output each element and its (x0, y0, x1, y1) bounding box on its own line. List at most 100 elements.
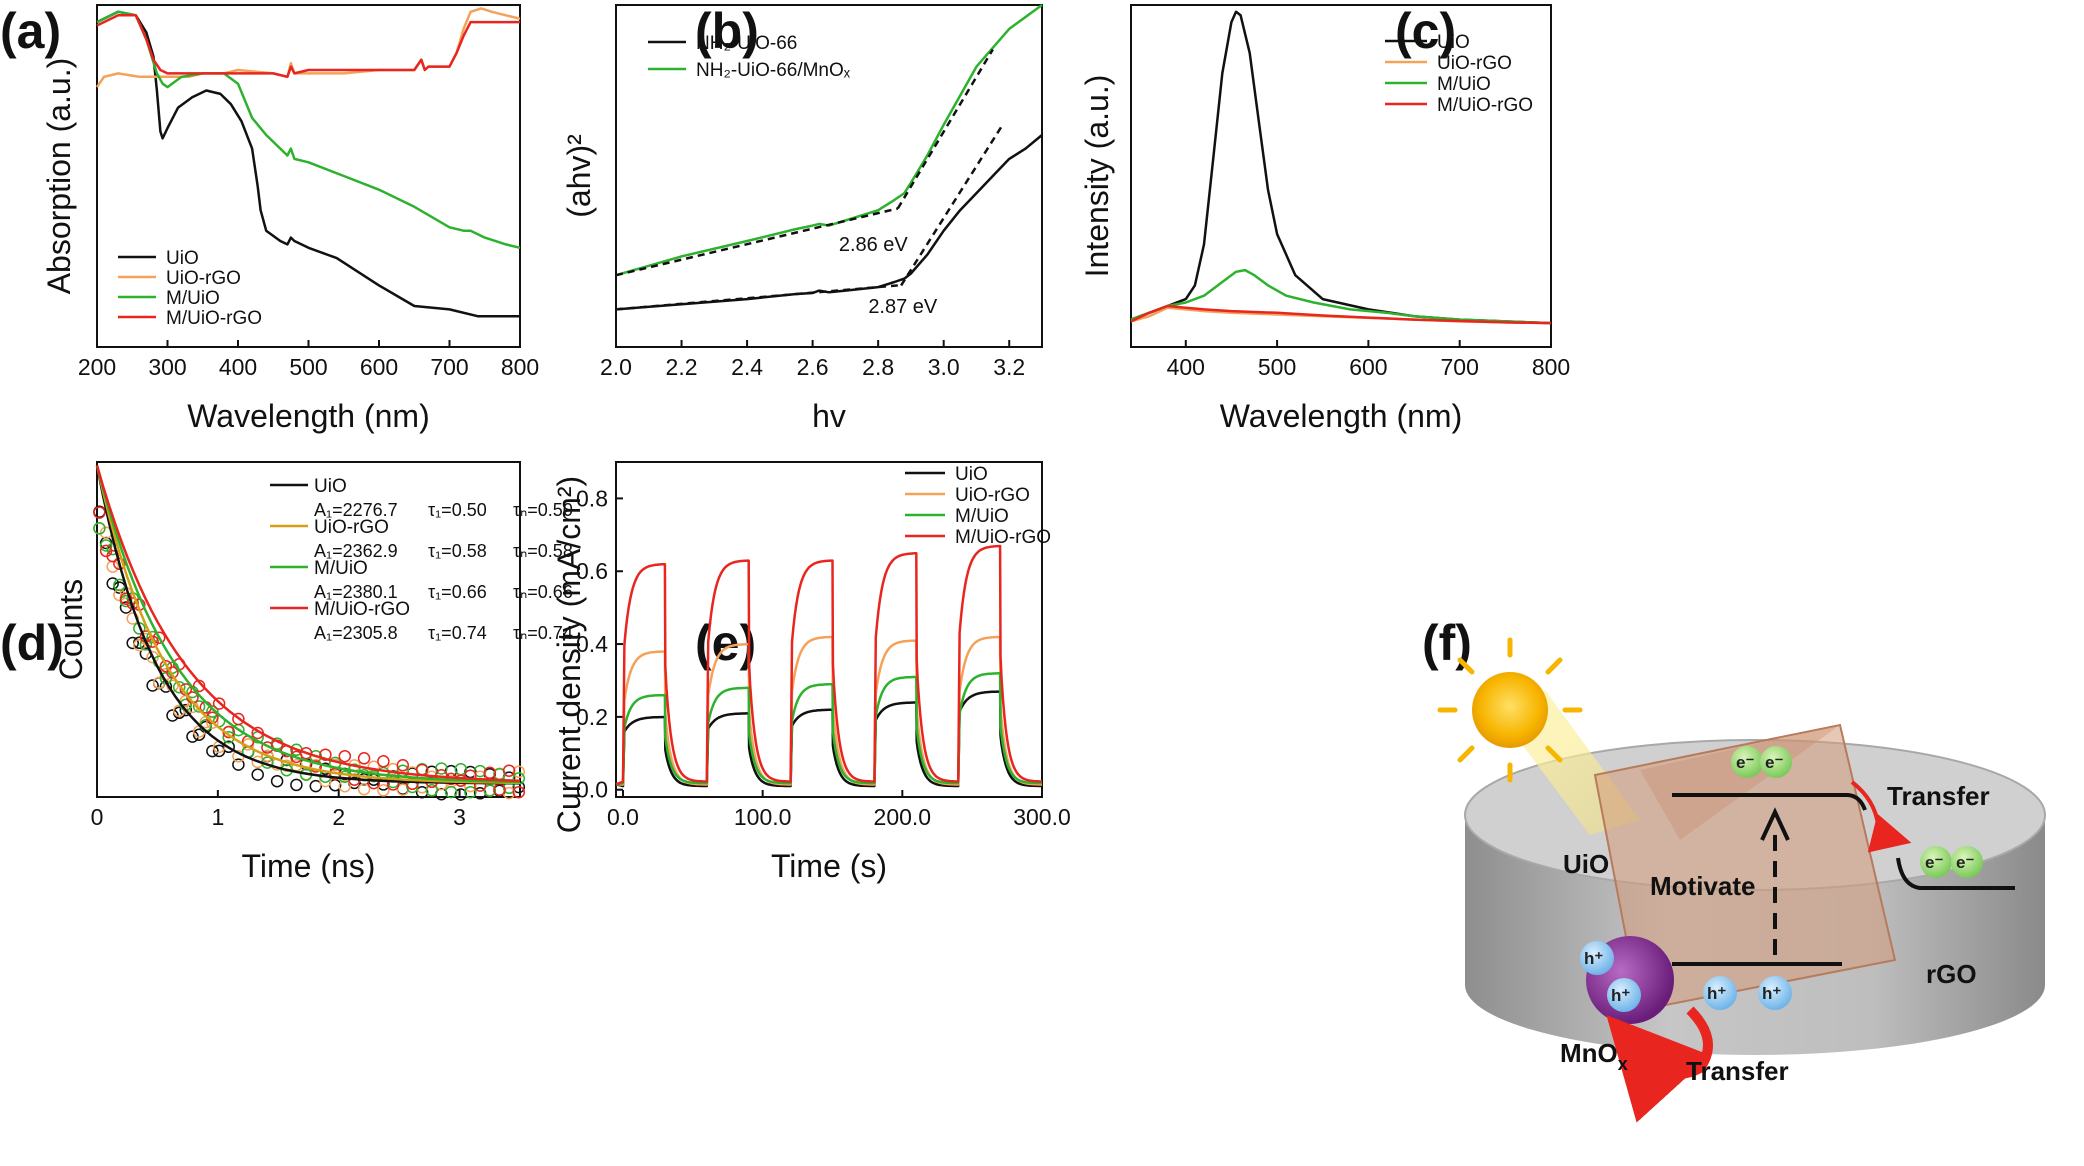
x-tick-label: 600 (1349, 354, 1387, 380)
scatter-point (152, 631, 166, 644)
scatter-point (415, 785, 429, 799)
scatter-point (99, 539, 113, 552)
x-tick-label: 600 (360, 354, 398, 380)
chart-e-frame (615, 461, 1043, 798)
hole-label-3: h⁺ (1707, 984, 1726, 1003)
scatter-point (119, 601, 133, 614)
fit-tau1-label: τ₁=0.74 (428, 623, 487, 643)
scatter-point (206, 744, 219, 758)
scatter-point (212, 697, 226, 710)
fit-line (896, 48, 994, 210)
c-legend-label: M/UiO (1437, 74, 1491, 95)
fit-curve-M/UiO (95, 465, 521, 784)
fit-taun-label: τₙ=0.74 (513, 623, 573, 643)
x-tick-label: 2.8 (862, 354, 894, 380)
scatter-point (232, 758, 245, 771)
scatter-point (261, 749, 274, 762)
fit-tau1-label: τ₁=0.66 (428, 582, 487, 602)
uio-label: UiO (1563, 849, 1609, 879)
hole-particles (1580, 941, 1792, 1012)
y-axis-title: Current density (mA/cm²) (551, 476, 587, 833)
scatter-point (464, 785, 477, 799)
scatter-point (192, 700, 206, 713)
scatter-point (357, 752, 371, 765)
x-tick-label: 0.0 (607, 804, 639, 830)
scatter-point (146, 650, 159, 664)
chart-e-photocurrent: 0.0 100.0 200.0 300.0 0.0 0.2 0.4 0.6 0.8 Time (s… (551, 461, 1071, 884)
series-line-M/UiO-rGO (96, 14, 520, 79)
panel-a-letter: (a) (0, 3, 61, 59)
fit-a1-label: A₁=2276.7 (314, 500, 398, 520)
bandgap-annotation: 2.87 eV (868, 296, 938, 318)
scatter-point (222, 740, 235, 754)
x-tick-label: 700 (1441, 354, 1479, 380)
fit-a1-label: A₁=2362.9 (314, 541, 398, 561)
x-tick-label: 2 (332, 804, 345, 830)
scatter-point (512, 765, 526, 779)
scatter-point (126, 612, 139, 625)
y-axis-title: (ahv)² (561, 134, 597, 218)
x-tick-label: 3.0 (928, 354, 960, 380)
electron-label-4: e⁻ (1956, 853, 1974, 872)
transfer-arrow-top (1850, 780, 1912, 853)
fit-tau1-label: τ₁=0.50 (428, 500, 487, 520)
scatter-point (377, 755, 390, 768)
scatter-point (192, 728, 206, 741)
scatter-point (270, 774, 284, 788)
scatter-point (93, 522, 106, 535)
chart-a-absorption: 200 300 400 500 600 700 800 Wavelength (nm) Abso… (41, 4, 539, 434)
series-line-M/UiO (96, 10, 521, 250)
electron-label-1: e⁻ (1736, 753, 1754, 772)
scatter-point (113, 557, 126, 570)
electron-label-2: e⁻ (1765, 753, 1783, 772)
y-axis-title: Absorption (a.u.) (41, 58, 77, 295)
x-tick-label: 500 (289, 354, 327, 380)
y-tick-label: 0.4 (576, 631, 608, 657)
scatter-point (299, 746, 313, 760)
fit-line (615, 207, 899, 277)
mnox-label: MnOx (1560, 1038, 1628, 1074)
c-legend-label: UiO (1437, 32, 1470, 53)
panel-e-letter: (e) (695, 615, 756, 671)
panel-b-letter: (b) (695, 3, 759, 59)
e-legend-label: M/UiO (955, 506, 1009, 527)
x-tick-label: 2.4 (731, 354, 763, 380)
panel-c-letter: (c) (1395, 3, 1456, 59)
scatter-point (309, 779, 323, 793)
b-legend-label: NH₂-UiO-66 (696, 33, 797, 54)
chart-c-frame (1130, 4, 1552, 348)
y-tick-label: 0.0 (576, 777, 608, 803)
prism-face (1640, 725, 1840, 840)
x-axis-title: Wavelength (nm) (187, 398, 429, 434)
scatter-point (179, 703, 193, 717)
x-tick-label: 2.0 (600, 354, 632, 380)
electron-particles (1731, 746, 1983, 878)
chart-a-frame (96, 4, 521, 348)
fit-a1-label: A₁=2305.8 (314, 623, 398, 643)
fit-curve-UiO-rGO (95, 465, 520, 785)
x-tick-label: 200.0 (874, 804, 932, 830)
d-legend-label: M/UiO-rGO (314, 599, 410, 620)
x-tick-label: 100.0 (734, 804, 792, 830)
x-tick-label: 400 (1167, 354, 1205, 380)
conduction-band-uio (1672, 793, 1867, 811)
scatter-point (172, 680, 186, 694)
d-legend-label: UiO-rGO (314, 517, 389, 538)
chart-c-photoluminescence: 400 500 600 700 800 Wavelength (nm) Intensity … (1079, 4, 1570, 434)
e-legend-label: M/UiO-rGO (955, 527, 1051, 548)
c-legend-label: M/UiO-rGO (1437, 95, 1533, 116)
series-line-NH₂-UiO-66 (615, 134, 1043, 311)
scatter-point (166, 666, 179, 679)
schematic-f: e⁻ e⁻ e⁻ e⁻ h⁺ h⁺ h⁺ h⁺ UiO rGO Motivate… (1437, 637, 2046, 1123)
series-line-M/UiO-rGO (615, 544, 1042, 786)
series-line-M/UiO-rGO (1130, 304, 1552, 325)
a-legend-label: M/UiO-rGO (166, 308, 262, 329)
x-tick-label: 400 (219, 354, 257, 380)
motivate-arrowhead (1760, 807, 1790, 841)
panel-d-letter: (d) (0, 615, 64, 671)
scatter-point (206, 705, 219, 718)
scatter-point (106, 560, 119, 573)
fit-line (900, 124, 1004, 287)
series-line-NH₂-UiO-66/MnOₓ (615, 3, 1043, 277)
